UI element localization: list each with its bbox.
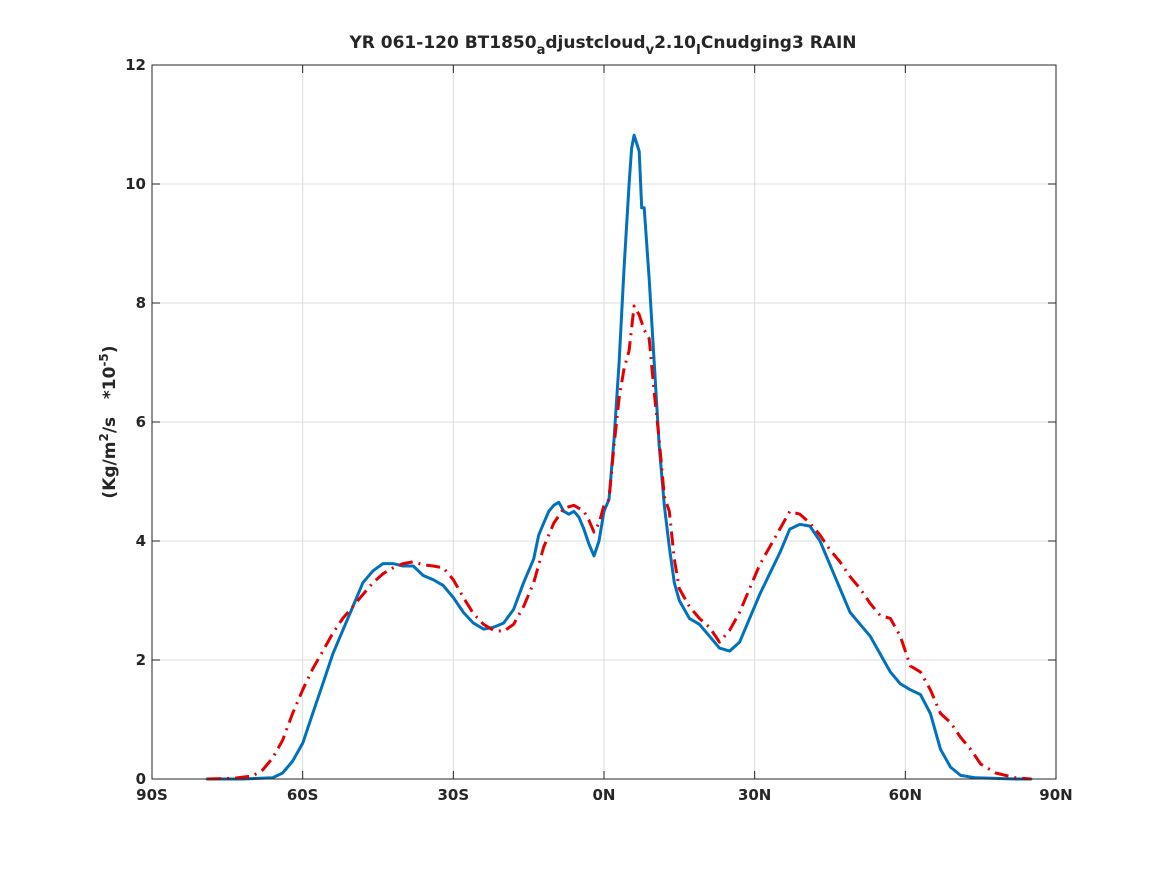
x-tick-label: 0N	[593, 786, 616, 804]
series-line-solid-blue	[205, 133, 1033, 781]
title-sub-v: v	[646, 43, 655, 58]
y-tick-label: 4	[136, 532, 146, 550]
title-sub-a: a	[537, 43, 546, 58]
x-tick-label: 60N	[889, 786, 922, 804]
x-tick-label: 30S	[437, 786, 469, 804]
ylabel-sup-exp: -5	[97, 353, 111, 366]
title-end: Cnudging3 RAIN	[701, 33, 857, 53]
y-tick-label: 2	[136, 651, 146, 669]
y-tick-label: 6	[136, 413, 146, 431]
y-axis-label: (Kg/m2/s *10-5)	[97, 345, 120, 498]
title-main: YR 061-120 BT1850	[348, 33, 536, 53]
y-tick-label: 0	[136, 770, 146, 788]
ylabel-post: )	[100, 345, 120, 353]
x-tick-label: 60S	[287, 786, 319, 804]
x-tick-label: 90S	[136, 786, 168, 804]
title-mid2: 2.10	[654, 33, 696, 53]
y-tick-label: 10	[125, 175, 146, 193]
title-sub-i: I	[696, 43, 701, 58]
y-tick-label: 8	[136, 294, 146, 312]
ylabel-sup-2: 2	[97, 433, 111, 441]
x-tick-label: 30N	[738, 786, 771, 804]
title-mid1: djustcloud	[545, 33, 645, 53]
ylabel-pre: (Kg/m	[100, 442, 120, 499]
grid-lines	[152, 65, 1056, 779]
y-tick-label: 12	[125, 56, 146, 74]
series-lines	[205, 133, 1033, 781]
series-line-dashdot-red	[207, 304, 1032, 781]
ylabel-mid: /s *10	[100, 366, 120, 433]
axis-ticks: 90S 60S 30S 0N 30N 60N 90N 0 2 4 6 8 10 12	[125, 56, 1073, 804]
chart-title: YR 061-120 BT1850adjustcloudv2.10ICnudgi…	[348, 33, 856, 58]
x-tick-label: 90N	[1039, 786, 1072, 804]
